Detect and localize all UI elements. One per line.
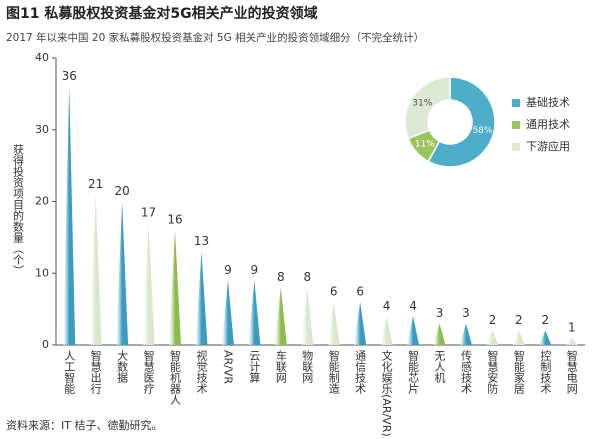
value-label: 13 [194,234,209,248]
x-tick-label: 无人机 [433,350,446,383]
value-label: 9 [224,263,232,277]
y-tick-label: 0 [42,338,49,351]
legend-swatch [512,99,520,107]
value-label: 36 [62,69,77,83]
value-label: 9 [251,263,259,277]
bar [459,323,472,345]
bar [565,337,578,345]
bar [195,251,208,345]
x-tick-label: 物联网 [301,349,314,384]
bar [89,194,102,345]
bar [169,230,182,345]
legend-swatch [512,143,520,151]
value-label: 3 [462,306,470,320]
value-label: 1 [568,320,576,334]
bar [512,330,525,345]
value-label: 4 [409,299,417,313]
bar [380,316,393,345]
x-tick-label: 视觉技术 [195,349,208,395]
value-label: 20 [114,184,129,198]
y-tick-label: 30 [35,123,49,136]
value-label: 2 [489,313,497,327]
value-label: 2 [515,313,523,327]
x-tick-label: 智能机器人 [169,349,182,405]
x-tick-label: 人工智能 [63,350,76,395]
legend-label: 下游应用 [526,139,570,153]
bar [354,301,367,345]
value-label: 6 [356,284,364,298]
value-label: 16 [167,213,182,227]
bar [433,323,446,345]
x-tick-label: 智慧安防 [486,349,499,395]
chart-title: 图11 私募股权投资基金对5G相关产业的投资领域 [6,5,318,22]
value-label: 8 [277,270,285,284]
x-tick-label: 传感技术 [459,350,472,395]
value-label: 8 [303,270,311,284]
value-label: 2 [542,313,550,327]
bar [539,330,552,345]
bar [486,330,499,345]
legend-label: 通用技术 [526,118,570,131]
bar [142,223,155,345]
value-label: 6 [330,284,338,298]
slice-label: 11% [415,140,435,150]
y-tick-label: 40 [35,51,49,64]
bar [407,316,420,345]
x-tick-label: 智能芯片 [407,349,420,395]
x-tick-label: 文化娱乐(AR/VR) [380,349,393,437]
pie-slice [404,76,451,140]
chart-subtitle: 2017 年以来中国 20 家私募股权投资基金对 5G 相关产业的投资领域细分（… [6,31,424,44]
slice-label: 31% [412,99,432,109]
x-tick-label: 云计算 [248,350,261,384]
x-tick-label: 智能家居 [512,349,525,395]
y-tick-label: 20 [35,195,49,208]
x-tick-label: 大数据 [116,349,129,384]
x-tick-label: 智慧医疗 [142,349,155,395]
x-tick-label: 智慧出行 [89,349,102,395]
bar [116,201,129,345]
bar [63,86,76,345]
y-axis-label: 获得投资项目的数量（个） [12,144,25,276]
y-tick-label: 10 [35,266,49,279]
bar [221,280,234,345]
bar [274,287,287,345]
legend-label: 基础技术 [526,96,570,109]
x-tick-label: 通信技术 [354,350,367,395]
value-label: 4 [383,299,391,313]
value-label: 3 [436,306,444,320]
x-tick-label: 车联网 [274,349,287,384]
legend-swatch [512,121,520,129]
bar [301,287,314,345]
x-tick-label: 智慧电网 [565,349,578,395]
source-note: 资料来源：IT 桔子、德勤研究。 [6,418,162,432]
x-tick-label: 控制技术 [539,349,552,395]
pie-slice [427,76,496,168]
value-label: 17 [141,206,156,220]
slice-label: 58% [472,126,492,136]
bar [327,301,340,345]
bar [248,280,261,345]
value-label: 21 [88,177,103,191]
x-tick-label: AR/VR [221,350,234,384]
x-tick-label: 智能制造 [327,349,340,394]
